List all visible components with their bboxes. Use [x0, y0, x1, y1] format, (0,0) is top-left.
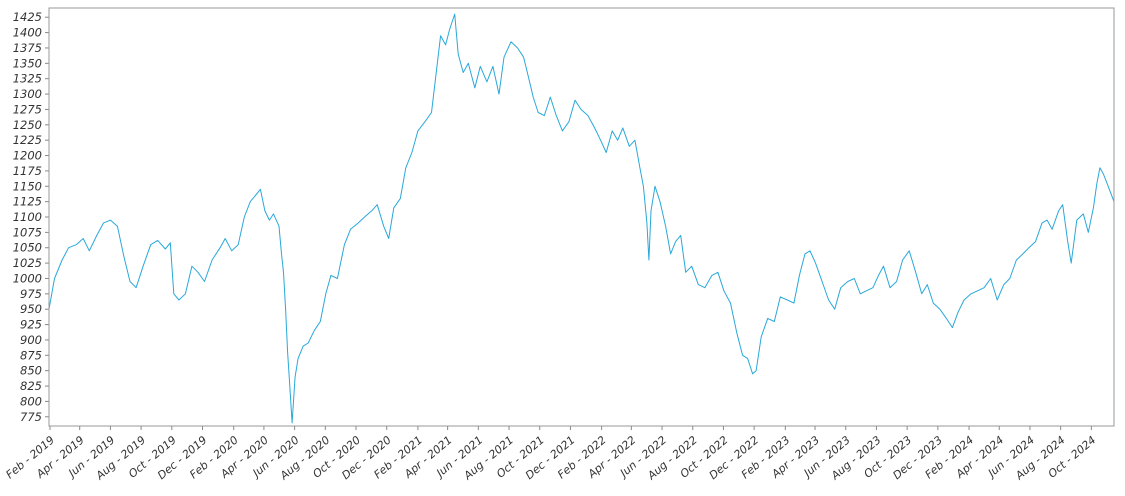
- series-line-0: [48, 13, 1115, 424]
- y-tick-label: 800: [20, 394, 42, 408]
- series-layer: [48, 13, 1115, 424]
- y-tick-label: 950: [20, 302, 42, 316]
- y-tick-label: 1050: [13, 241, 42, 255]
- y-tick-label: 900: [20, 333, 42, 347]
- y-tick-label: 1400: [13, 26, 42, 40]
- y-tick-label: 1175: [13, 164, 42, 178]
- y-tick-label: 825: [20, 379, 42, 393]
- y-tick-label: 1000: [13, 271, 42, 285]
- y-tick-label: 1300: [13, 87, 42, 101]
- y-tick-label: 775: [20, 410, 42, 424]
- y-tick-label: 925: [20, 318, 42, 332]
- y-tick-label: 1200: [13, 149, 42, 163]
- y-tick-label: 1075: [13, 225, 42, 239]
- y-tick-label: 1350: [13, 56, 42, 70]
- y-tick-label: 1325: [13, 72, 42, 86]
- y-tick-label: 975: [20, 287, 42, 301]
- y-tick-label: 1275: [13, 102, 42, 116]
- y-tick-label: 1425: [13, 10, 42, 24]
- y-tick-label: 875: [20, 348, 42, 362]
- y-tick-label: 1225: [13, 133, 42, 147]
- y-tick-label: 1150: [13, 179, 42, 193]
- y-tick-label: 850: [20, 364, 42, 378]
- plot-frame: [48, 7, 1115, 427]
- y-tick-label: 1125: [13, 195, 42, 209]
- y-tick-label: 1100: [13, 210, 42, 224]
- y-tick-label: 1250: [13, 118, 42, 132]
- y-tick-label: 1025: [13, 256, 42, 270]
- y-tick-label: 1375: [13, 41, 42, 55]
